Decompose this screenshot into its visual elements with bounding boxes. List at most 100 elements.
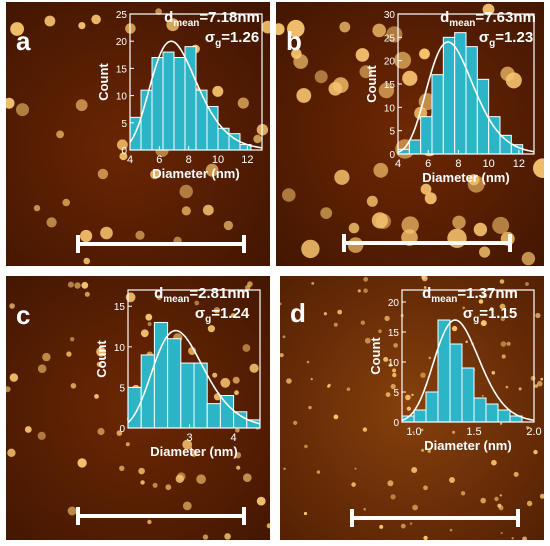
afm-particle	[497, 503, 502, 508]
afm-particle	[418, 93, 436, 111]
afm-particle	[80, 229, 93, 243]
afm-particle	[62, 198, 70, 207]
afm-particle	[119, 152, 128, 161]
afm-particle	[348, 222, 360, 234]
afm-particle	[462, 306, 465, 310]
afm-particle	[9, 303, 15, 309]
afm-particle	[44, 15, 56, 27]
afm-particle	[372, 23, 386, 38]
afm-particle	[447, 228, 467, 248]
x-tick-label: 4	[127, 154, 133, 166]
afm-particle	[402, 70, 418, 86]
afm-particle	[314, 70, 328, 84]
x-tick-label: 1.5	[466, 426, 481, 438]
afm-particle	[388, 363, 393, 367]
afm-particle	[10, 22, 24, 36]
afm-particle	[67, 281, 74, 288]
x-tick-label: 4	[231, 432, 237, 444]
afm-particle	[506, 341, 511, 346]
afm-particle	[310, 377, 313, 381]
afm-particle	[449, 477, 455, 483]
stats-label: dmean=7.18nm σg=1.26	[164, 9, 260, 49]
afm-particle	[499, 279, 505, 284]
afm-particle	[467, 175, 485, 193]
afm-particle	[334, 169, 350, 185]
afm-particle	[327, 385, 330, 388]
afm-particle	[526, 500, 533, 507]
afm-particle	[385, 392, 391, 397]
afm-particle	[373, 162, 389, 178]
afm-particle	[530, 375, 536, 381]
x-tick-label: 3	[187, 432, 193, 444]
afm-particle	[202, 204, 214, 216]
afm-particle	[364, 337, 371, 344]
afm-particle	[156, 294, 162, 301]
afm-particle	[286, 378, 292, 384]
histogram-bar	[431, 74, 444, 155]
panel-a: a 4 6 8 10 12 0 5 10 15 20 25 Diameter (nm) Count dm…	[6, 2, 270, 266]
afm-particle	[135, 230, 145, 240]
afm-particle	[346, 387, 351, 391]
afm-particle	[489, 307, 494, 311]
y-tick-label: 20	[384, 57, 396, 68]
histogram-inset: 3 4 0 5 10 15 Diameter (nm) Count	[94, 289, 261, 459]
y-axis-label: Count	[368, 337, 383, 375]
histogram-bar	[140, 354, 155, 429]
afm-particle	[293, 420, 298, 425]
afm-particle	[212, 372, 218, 378]
afm-particle	[94, 394, 99, 399]
afm-particle	[500, 422, 503, 425]
scale-bar-cap-left	[76, 235, 80, 253]
afm-particle	[83, 257, 90, 265]
afm-particle	[378, 82, 395, 99]
afm-particle	[500, 66, 515, 82]
plot-frame	[127, 289, 261, 429]
afm-particle	[280, 353, 284, 358]
histogram-bar	[167, 338, 182, 429]
afm-particle	[363, 288, 368, 293]
afm-particle	[384, 315, 390, 322]
x-axis-label: Diameter (nm)	[152, 166, 239, 181]
panel-letter: d	[290, 298, 306, 328]
afm-particle	[421, 448, 425, 452]
afm-particle	[427, 449, 431, 453]
stats-label: dmean=1.37nm σg=1.15	[422, 285, 518, 325]
afm-particle	[387, 480, 394, 487]
x-tick-label: 1.0	[406, 426, 421, 438]
afm-particle	[363, 507, 366, 511]
afm-particle	[379, 524, 384, 529]
scale-bar	[350, 516, 520, 520]
afm-particle	[179, 184, 193, 199]
histogram-bar	[233, 411, 248, 429]
afm-particles	[280, 276, 544, 540]
histogram-bar	[454, 32, 467, 155]
y-tick-label: 10	[116, 92, 128, 103]
plot-frame	[129, 13, 263, 151]
y-tick-label: 30	[384, 10, 396, 21]
afm-particle	[533, 158, 544, 178]
afm-particle	[42, 352, 51, 362]
y-axis-label: Count	[364, 65, 379, 103]
afm-particle	[276, 23, 285, 36]
panel-d: d 1.0 1.5 2.0 0 5 10 15 20 Diameter (nm) Count dm…	[280, 276, 544, 540]
panel-c: c 3 4 0 5 10 15 Diameter (nm) Count dmean=2.81n…	[6, 276, 270, 540]
afm-particle	[70, 337, 75, 342]
x-tick-label: 10	[212, 154, 224, 166]
afm-particle	[421, 276, 428, 282]
afm-particle	[492, 216, 510, 234]
panel-letter: a	[16, 26, 31, 56]
y-tick-label: 5	[119, 383, 125, 394]
histogram-bar	[162, 51, 175, 151]
y-axis-label: Count	[96, 63, 111, 101]
stats-label: dmean=7.63nm σg=1.23	[440, 9, 536, 49]
afm-particle	[150, 169, 160, 180]
afm-particle	[243, 473, 252, 482]
afm-particle	[33, 204, 41, 212]
afm-particle	[482, 293, 488, 299]
afm-particle	[332, 77, 349, 94]
afm-particle	[311, 282, 315, 285]
y-tick-label: 20	[116, 37, 128, 48]
afm-particle	[480, 497, 486, 504]
afm-particle	[419, 48, 430, 60]
